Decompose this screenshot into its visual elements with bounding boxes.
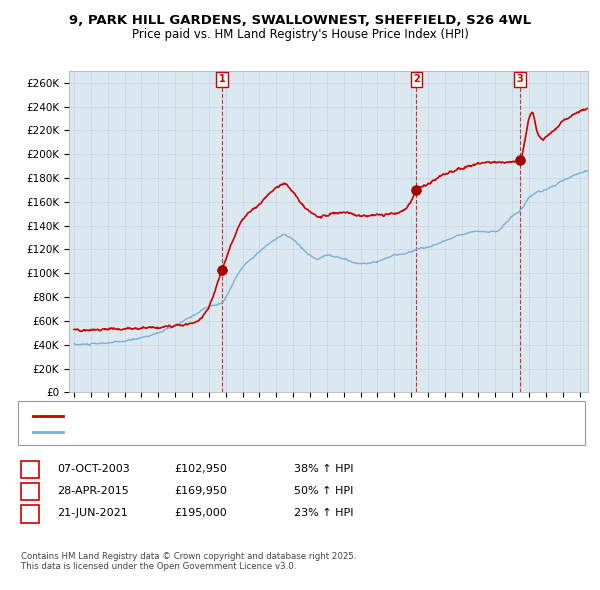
Text: 3: 3 xyxy=(26,509,34,518)
Text: 21-JUN-2021: 21-JUN-2021 xyxy=(57,509,128,518)
Text: 2: 2 xyxy=(413,74,420,84)
Text: £102,950: £102,950 xyxy=(174,464,227,474)
Text: Price paid vs. HM Land Registry's House Price Index (HPI): Price paid vs. HM Land Registry's House … xyxy=(131,28,469,41)
Text: £195,000: £195,000 xyxy=(174,509,227,518)
Text: 9, PARK HILL GARDENS, SWALLOWNEST, SHEFFIELD, S26 4WL (semi-detached house): 9, PARK HILL GARDENS, SWALLOWNEST, SHEFF… xyxy=(66,411,452,421)
Text: 1: 1 xyxy=(26,464,34,474)
Text: 28-APR-2015: 28-APR-2015 xyxy=(57,486,129,496)
Text: HPI: Average price, semi-detached house, Rotherham: HPI: Average price, semi-detached house,… xyxy=(66,428,308,437)
Text: Contains HM Land Registry data © Crown copyright and database right 2025.
This d: Contains HM Land Registry data © Crown c… xyxy=(21,552,356,571)
Text: 9, PARK HILL GARDENS, SWALLOWNEST, SHEFFIELD, S26 4WL: 9, PARK HILL GARDENS, SWALLOWNEST, SHEFF… xyxy=(69,14,531,27)
Text: 38% ↑ HPI: 38% ↑ HPI xyxy=(294,464,353,474)
Text: 2: 2 xyxy=(26,486,34,496)
Text: 23% ↑ HPI: 23% ↑ HPI xyxy=(294,509,353,518)
Text: 1: 1 xyxy=(218,74,225,84)
Text: 07-OCT-2003: 07-OCT-2003 xyxy=(57,464,130,474)
Text: £169,950: £169,950 xyxy=(174,486,227,496)
Text: 50% ↑ HPI: 50% ↑ HPI xyxy=(294,486,353,496)
Text: 3: 3 xyxy=(517,74,523,84)
